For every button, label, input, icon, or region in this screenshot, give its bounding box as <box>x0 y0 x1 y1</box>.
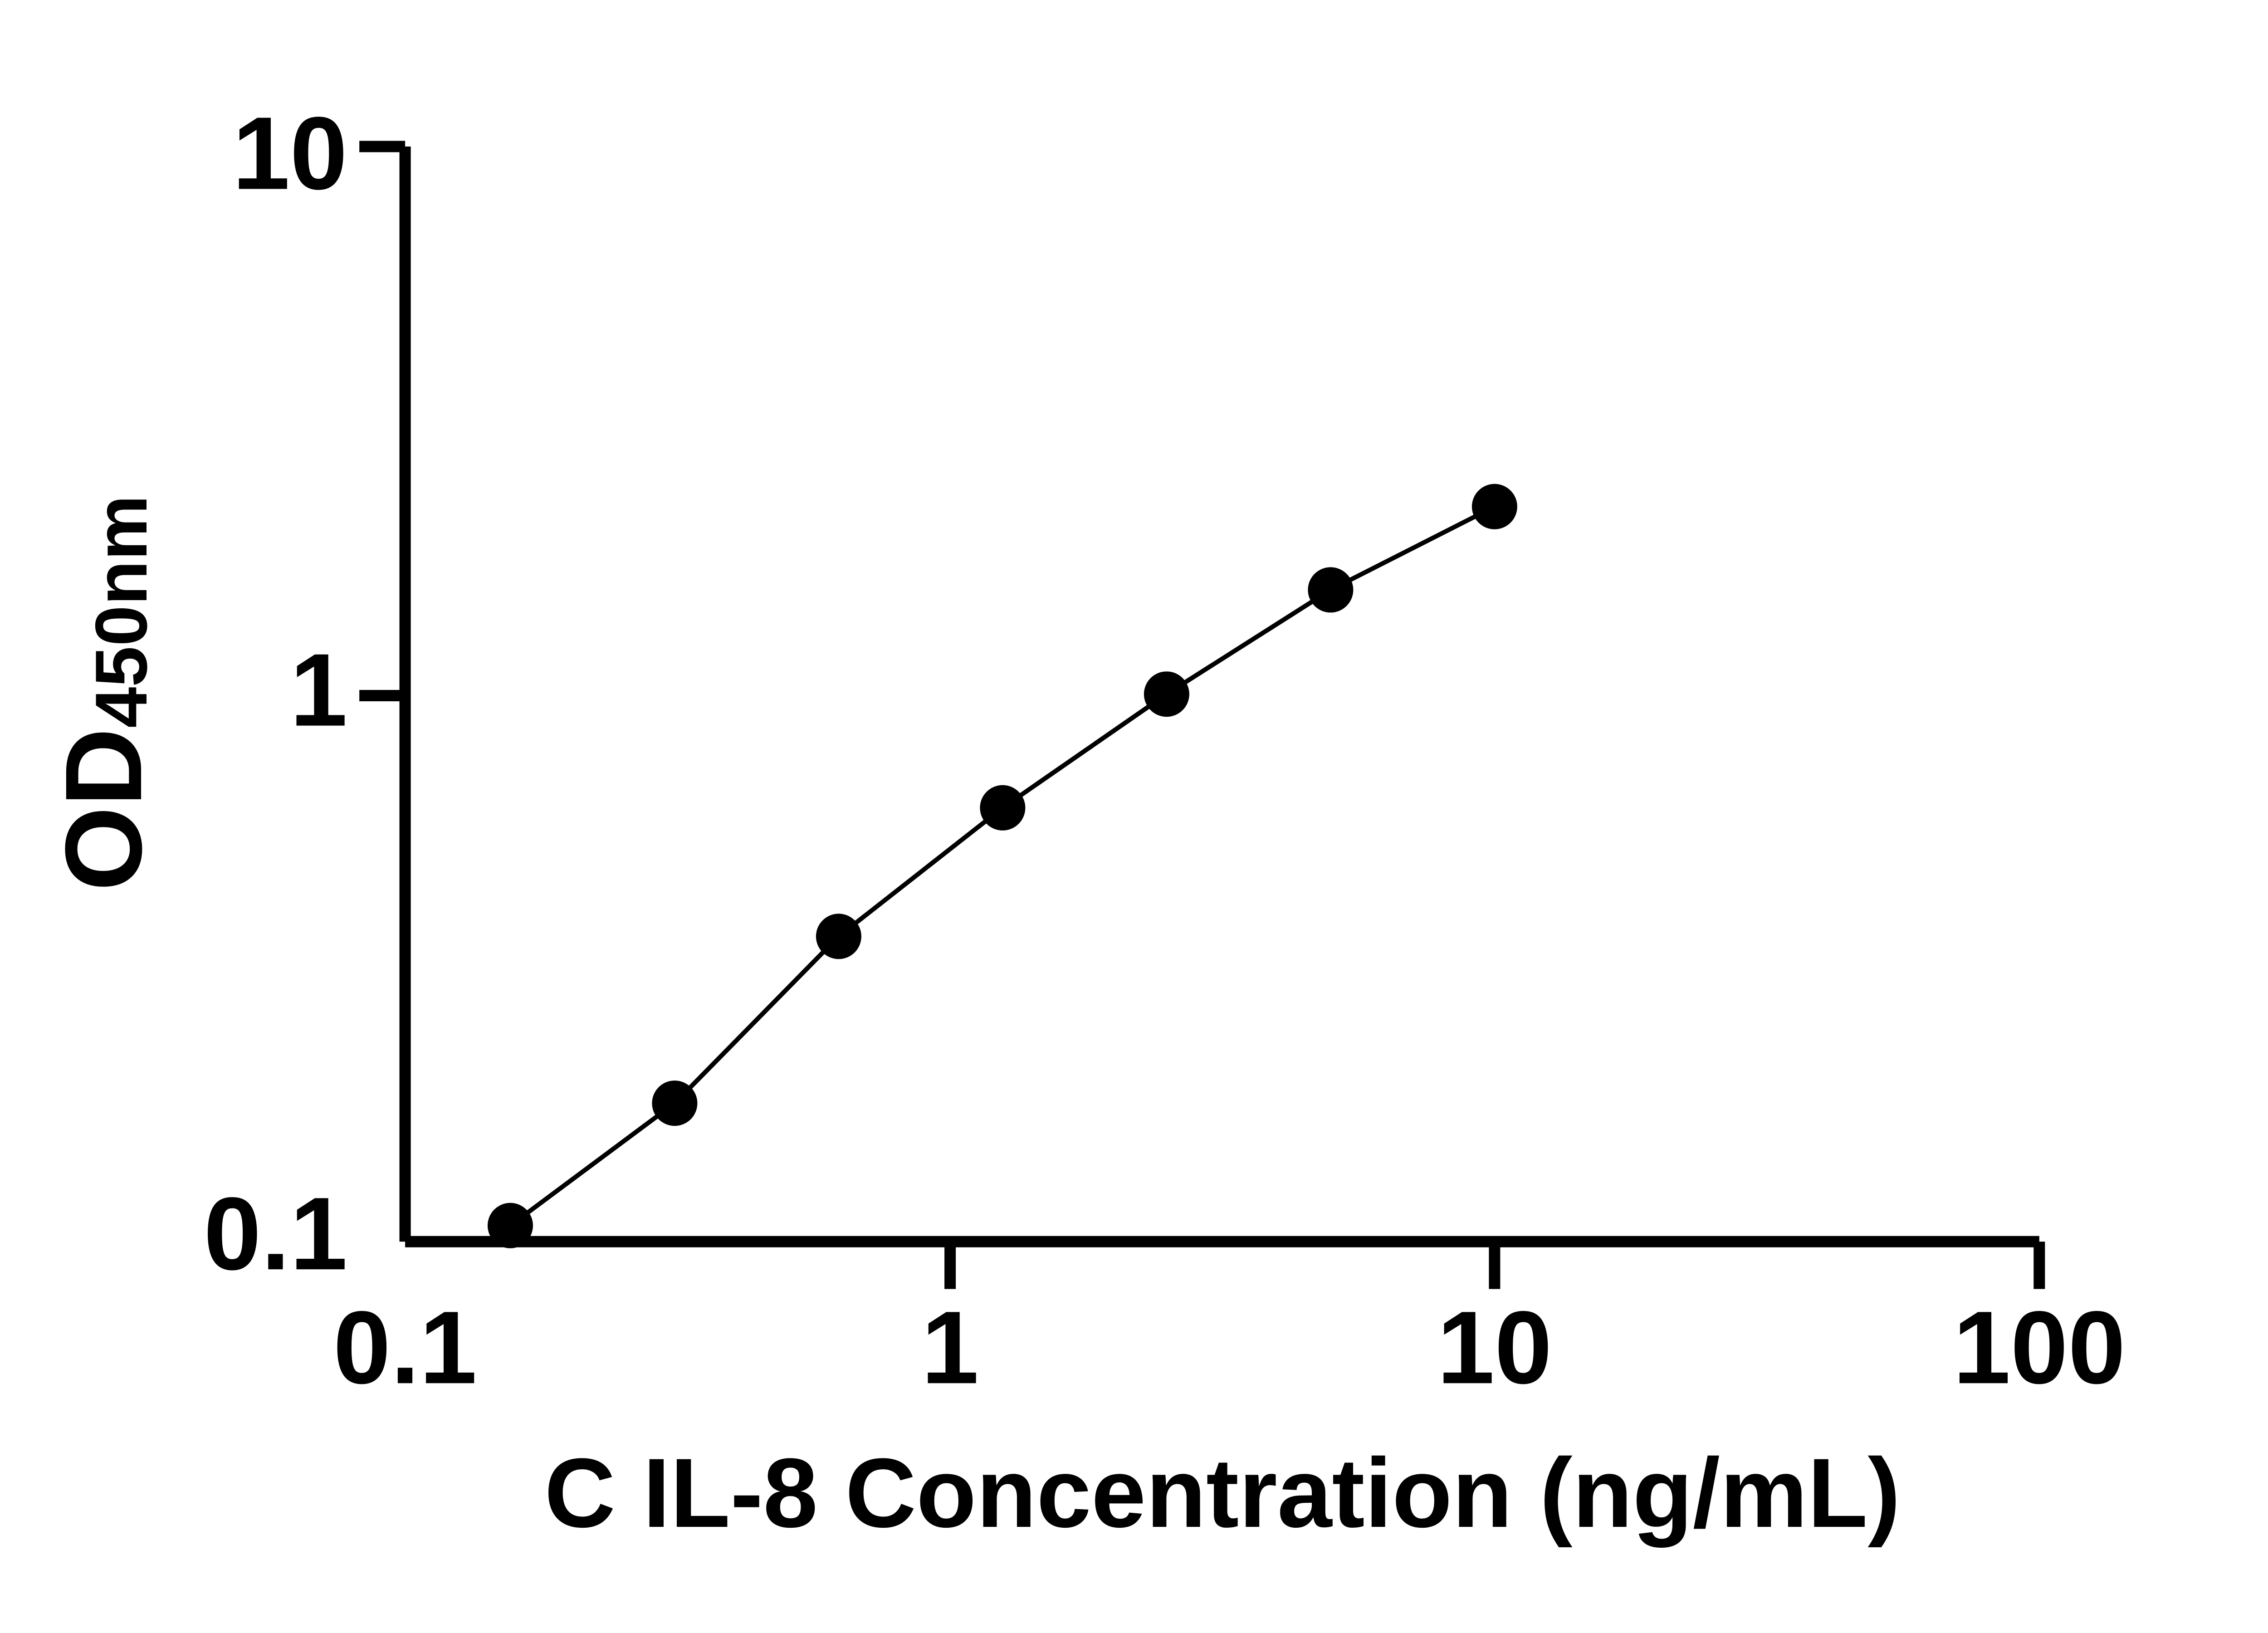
svg-text:100: 100 <box>1953 1290 2126 1405</box>
svg-text:1: 1 <box>921 1290 979 1405</box>
svg-text:10: 10 <box>1437 1290 1552 1405</box>
svg-text:0.1: 0.1 <box>204 1176 347 1291</box>
svg-text:C IL-8 Concentration (ng/mL): C IL-8 Concentration (ng/mL) <box>544 1438 1901 1548</box>
svg-text:10: 10 <box>232 96 347 211</box>
svg-text:0.1: 0.1 <box>333 1290 477 1405</box>
svg-text:1: 1 <box>290 633 347 748</box>
